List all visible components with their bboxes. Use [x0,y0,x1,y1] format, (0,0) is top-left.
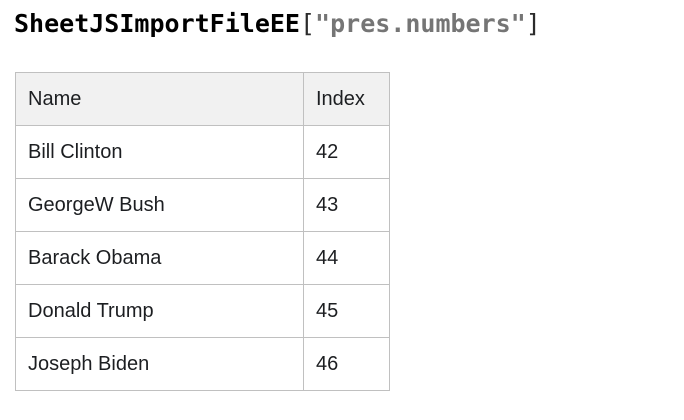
title-string-value: "pres.numbers" [315,9,526,38]
title-open-bracket: [ [299,9,316,38]
cell-name: Joseph Biden [15,337,304,391]
table-row: Joseph Biden 46 [15,337,390,391]
column-header-name: Name [15,72,304,126]
table-row: Donald Trump 45 [15,284,390,338]
cell-index: 43 [303,178,390,232]
header-row: Name Index [15,72,390,126]
table-body: Bill Clinton 42 GeorgeW Bush 43 Barack O… [15,125,390,391]
table-header: Name Index [15,72,390,126]
table-row: Bill Clinton 42 [15,125,390,179]
page-title: SheetJSImportFileEE["pres.numbers"] [14,8,541,40]
table-row: Barack Obama 44 [15,231,390,285]
title-close-bracket: ] [525,9,541,38]
column-header-index: Index [303,72,390,126]
table-row: GeorgeW Bush 43 [15,178,390,232]
cell-index: 46 [303,337,390,391]
title-object-name: SheetJSImportFileEE [14,9,300,38]
presidents-table: Name Index Bill Clinton 42 GeorgeW Bush … [15,72,390,391]
cell-index: 42 [303,125,390,179]
cell-index: 45 [303,284,390,338]
cell-name: GeorgeW Bush [15,178,304,232]
cell-name: Donald Trump [15,284,304,338]
cell-name: Bill Clinton [15,125,304,179]
cell-index: 44 [303,231,390,285]
cell-name: Barack Obama [15,231,304,285]
